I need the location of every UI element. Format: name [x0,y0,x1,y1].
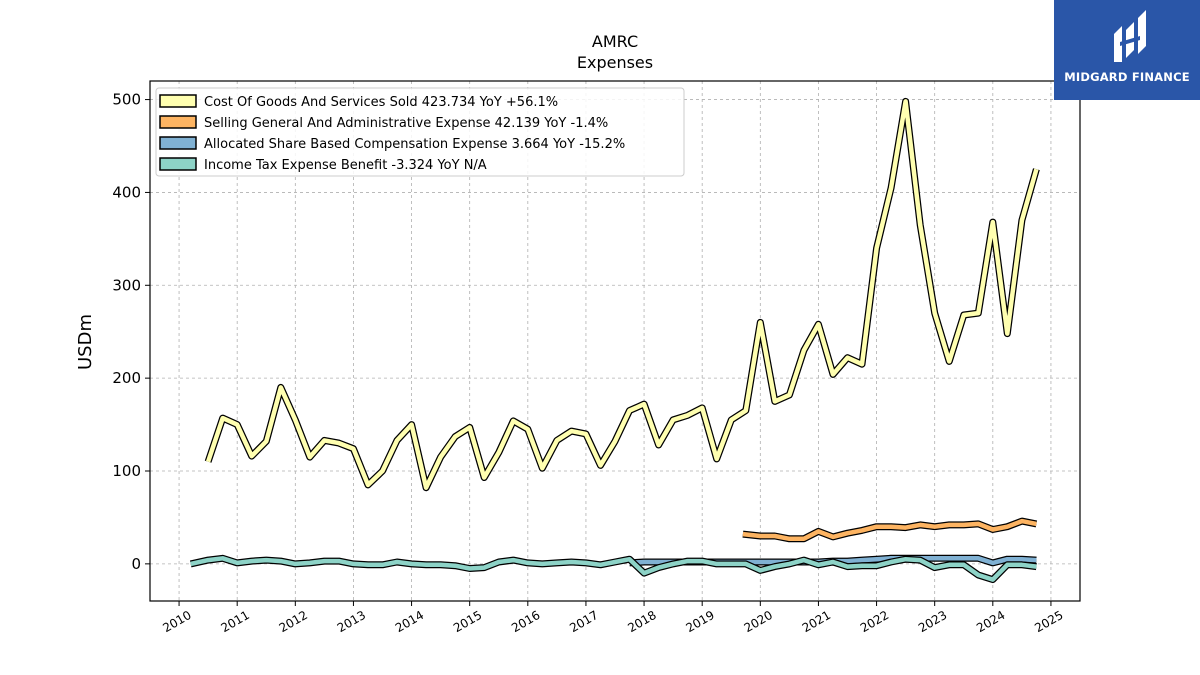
legend-swatch [159,157,197,171]
legend: Cost Of Goods And Services Sold 423.734 … [155,87,685,177]
legend-swatch [159,136,197,150]
x-tick-label: 2012 [277,608,310,635]
x-tick-label: 2022 [858,608,891,635]
chart-title: AMRC [592,32,638,51]
legend-label: Allocated Share Based Compensation Expen… [204,137,625,152]
x-tick-label: 2025 [1032,608,1065,635]
x-tick-label: 2013 [335,608,368,635]
legend-swatch [159,115,197,129]
chart-subtitle: Expenses [577,53,653,72]
x-tick-label: 2018 [625,608,658,635]
x-tick-label: 2016 [509,608,542,635]
series-line [742,518,1037,542]
y-tick-label: 300 [112,276,141,294]
x-tick-label: 2015 [451,608,484,635]
y-tick-label: 0 [131,555,141,573]
legend-label: Selling General And Administrative Expen… [204,116,608,131]
x-tick-label: 2019 [683,608,716,635]
plot-frame [149,80,1081,602]
x-tick-label: 2024 [974,608,1007,635]
legend-swatch [159,94,197,108]
series-1 [742,517,1038,543]
y-axis-label: USDm [75,314,96,370]
y-tick-label: 400 [112,183,141,201]
series-lines [189,97,1040,584]
x-tick-label: 2023 [916,608,949,635]
y-tick-label: 200 [112,369,141,387]
series-3 [189,554,1037,584]
series-line [190,556,1037,582]
legend-label: Income Tax Expense Benefit -3.324 YoY N/… [204,158,487,173]
x-tick-label: 2021 [800,608,833,635]
brand-name: MIDGARD FINANCE [1064,70,1190,84]
brand-logo: MIDGARD FINANCE [1054,0,1200,100]
y-tick-label: 100 [112,462,141,480]
x-tick-label: 2011 [218,608,251,635]
series-0 [204,97,1040,492]
legend-label: Cost Of Goods And Services Sold 423.734 … [204,95,558,110]
x-tick-label: 2020 [742,608,775,635]
x-tick-label: 2014 [393,608,426,635]
x-tick-label: 2010 [160,608,193,635]
x-tick-label: 2017 [567,608,600,635]
brand-logo-icon [1114,10,1146,62]
legend-box [155,87,685,177]
y-tick-label: 500 [112,91,141,109]
series-line [205,99,1039,490]
